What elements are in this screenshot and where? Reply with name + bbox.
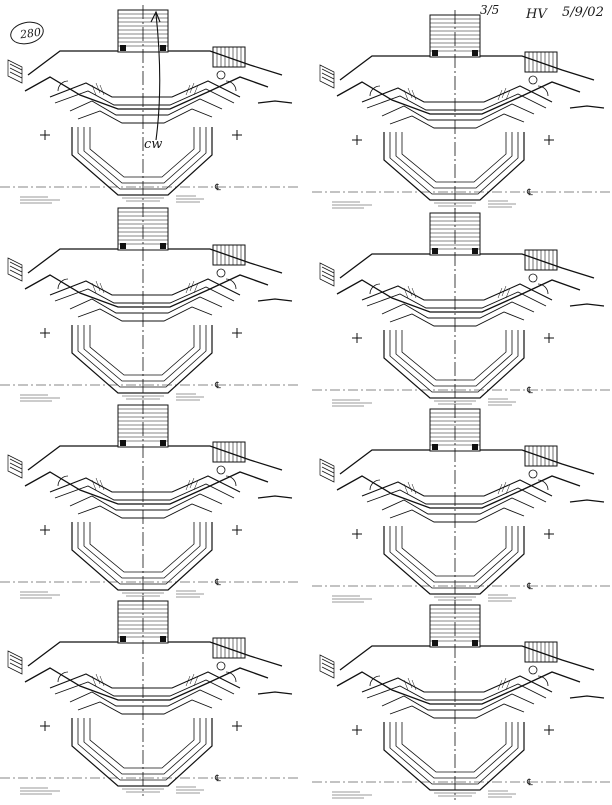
centerline-symbol: ℄ xyxy=(526,582,533,592)
sheet-fraction: 3/5 xyxy=(480,3,500,17)
plan-panel-8 xyxy=(311,599,612,801)
review-date: 5/9/02 xyxy=(562,5,604,20)
plan-panel-2 xyxy=(311,9,612,211)
plan-panel-6 xyxy=(311,403,612,605)
plan-panel-1 xyxy=(0,4,301,206)
centerline-symbol: ℄ xyxy=(214,381,221,391)
centerline-symbol: ℄ xyxy=(214,578,221,588)
centerline-symbol: ℄ xyxy=(214,774,221,784)
centerline-symbol: ℄ xyxy=(214,183,221,193)
rotation-direction-label: cw xyxy=(144,137,163,152)
cw-arrow xyxy=(150,10,161,141)
centerline-symbol: ℄ xyxy=(526,188,533,198)
centerline-symbol: ℄ xyxy=(526,778,533,788)
centerline-symbols: ℄ ℄ ℄ ℄ ℄ ℄ ℄ ℄ xyxy=(214,183,533,788)
reviewer-initials: HV xyxy=(526,7,547,22)
plan-panel-3 xyxy=(0,202,301,404)
centerline-symbol: ℄ xyxy=(526,386,533,396)
plan-panel-4 xyxy=(311,207,612,409)
plan-panel-5 xyxy=(0,399,301,601)
plan-panel-7 xyxy=(0,595,301,797)
